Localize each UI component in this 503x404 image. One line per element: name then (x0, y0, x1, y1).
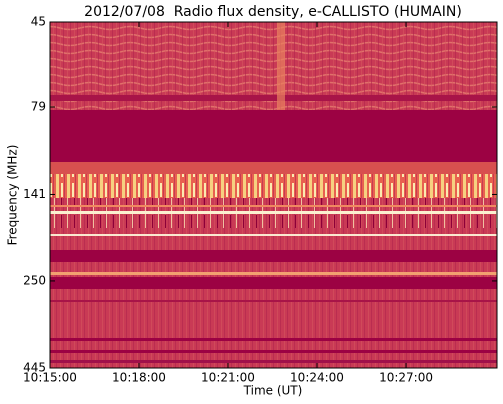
x-tick-label: 10:18:00 (112, 371, 166, 385)
x-tick-label: 10:15:00 (23, 371, 77, 385)
x-tick-label: 10:24:00 (290, 371, 344, 385)
y-tick-label: 141 (23, 187, 46, 201)
x-axis-label: Time (UT) (243, 384, 303, 398)
spectrogram-image (50, 22, 497, 368)
y-axis-label: Frequency (MHz) (6, 145, 20, 246)
y-tick-label: 445 (23, 361, 46, 375)
x-tick-label: 10:21:00 (201, 371, 255, 385)
y-tick-label: 45 (31, 15, 46, 29)
plot-frame (49, 21, 498, 369)
x-tick-label: 10:27:00 (379, 371, 433, 385)
chart-title: 2012/07/08 Radio flux density, e-CALLIST… (84, 4, 462, 20)
y-tick-label: 250 (23, 273, 46, 287)
y-tick-label: 79 (31, 99, 46, 113)
